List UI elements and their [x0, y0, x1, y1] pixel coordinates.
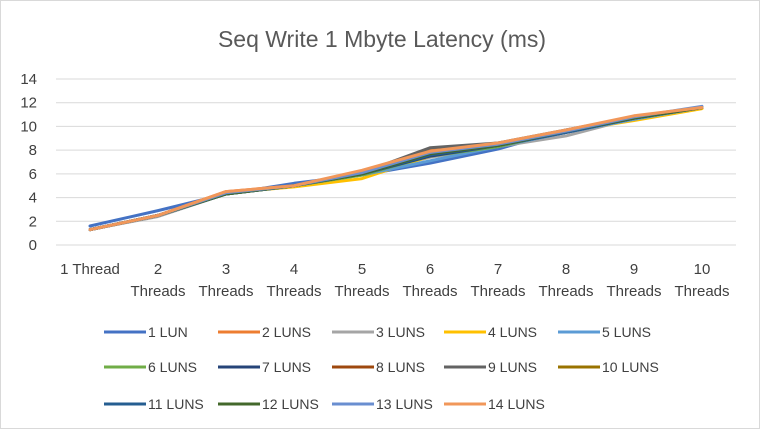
- y-tick-label: 10: [20, 118, 37, 135]
- legend-label: 8 LUNS: [376, 359, 425, 375]
- x-tick-label: 1 Thread: [60, 261, 120, 278]
- legend-label: 14 LUNS: [488, 396, 545, 412]
- legend-label: 10 LUNS: [602, 359, 659, 375]
- x-tick-label: 6 Threads: [402, 261, 457, 300]
- legend-item: 12 LUNS: [218, 396, 319, 412]
- x-tick-label: 5 Threads: [334, 261, 389, 300]
- legend-label: 11 LUNS: [148, 396, 204, 412]
- legend-item: 14 LUNS: [444, 396, 545, 412]
- legend-label: 3 LUNS: [376, 324, 425, 340]
- y-tick-label: 14: [20, 71, 37, 88]
- legend-label: 9 LUNS: [488, 359, 537, 375]
- y-tick-label: 2: [29, 213, 37, 230]
- x-tick-label: 2 Threads: [130, 261, 185, 300]
- legend-label: 5 LUNS: [602, 324, 651, 340]
- legend-label: 12 LUNS: [262, 396, 319, 412]
- legend-label: 2 LUNS: [262, 324, 311, 340]
- legend-item: 8 LUNS: [332, 359, 425, 375]
- legend-label: 13 LUNS: [376, 396, 433, 412]
- x-tick-label: 4 Threads: [266, 261, 321, 300]
- legend-item: 13 LUNS: [332, 396, 433, 412]
- legend-item: 3 LUNS: [332, 324, 425, 340]
- y-tick-label: 12: [20, 95, 37, 112]
- y-tick-label: 8: [29, 142, 37, 159]
- legend-item: 10 LUNS: [558, 359, 659, 375]
- x-tick-label: 7 Threads: [470, 261, 525, 300]
- chart-title: Seq Write 1 Mbyte Latency (ms): [218, 26, 546, 52]
- x-tick-label: 3 Threads: [198, 261, 253, 300]
- series-line: [88, 106, 704, 232]
- y-tick-label: 6: [29, 166, 37, 183]
- legend-item: 6 LUNS: [104, 359, 197, 375]
- x-tick-label: 9 Threads: [606, 261, 661, 300]
- y-tick-label: 0: [29, 237, 37, 254]
- y-tick-label: 4: [29, 190, 37, 207]
- y-axis-ticks: 0 2 4 6 8 10 12 14: [20, 71, 37, 254]
- x-tick-label: 10 Threads: [674, 261, 729, 300]
- legend-item: 7 LUNS: [218, 359, 311, 375]
- x-tick-label: 8 Threads: [538, 261, 593, 300]
- legend-item: 4 LUNS: [444, 324, 537, 340]
- legend-item: 2 LUNS: [218, 324, 311, 340]
- legend-label: 1 LUN: [148, 324, 188, 340]
- legend-label: 7 LUNS: [262, 359, 311, 375]
- legend-label: 4 LUNS: [488, 324, 537, 340]
- gridlines: [56, 78, 736, 246]
- series-lines: [88, 104, 704, 232]
- legend-item: 5 LUNS: [558, 324, 651, 340]
- legend: 1 LUN 2 LUNS 3 LUNS 4 LUNS 5 LUNS 6 LUNS 7 LUN…: [104, 324, 659, 412]
- legend-item: 1 LUN: [104, 324, 188, 340]
- x-axis-ticks: 1 Thread 2 Threads 3 Threads 4 Threads 5 Threads…: [60, 261, 729, 300]
- legend-item: 9 LUNS: [444, 359, 537, 375]
- legend-item: 11 LUNS: [104, 396, 204, 412]
- legend-label: 6 LUNS: [148, 359, 197, 375]
